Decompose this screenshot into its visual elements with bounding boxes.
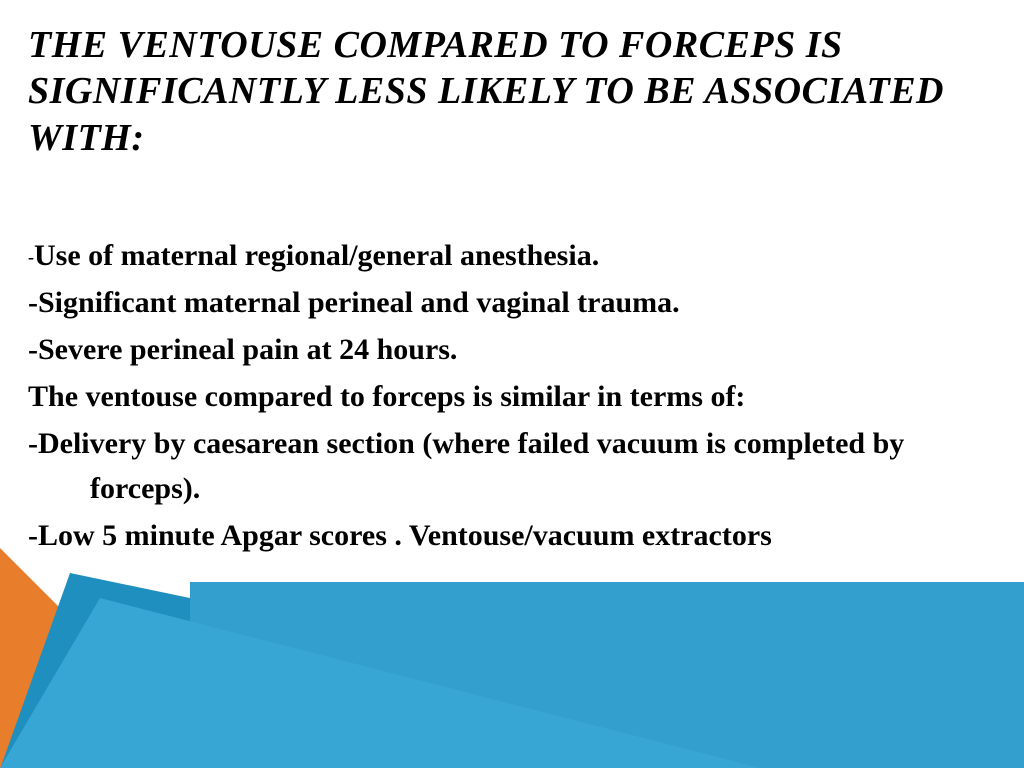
decor-triangle-blue-light (0, 598, 760, 768)
bullet-line: -Use of maternal regional/general anesth… (28, 233, 996, 278)
slide-title: THE VENTOUSE COMPARED TO FORCEPS IS SIGN… (28, 22, 996, 161)
bullet-line: -Low 5 minute Apgar scores . Ventouse/va… (28, 513, 996, 558)
bullet-line: -Severe perineal pain at 24 hours. (28, 327, 996, 372)
bullet-dash: - (28, 247, 34, 267)
bullet-text: Use of maternal regional/general anesthe… (34, 239, 599, 272)
slide: THE VENTOUSE COMPARED TO FORCEPS IS SIGN… (0, 0, 1024, 768)
body-line: The ventouse compared to forceps is simi… (28, 374, 996, 419)
bullet-text: -Low 5 minute Apgar scores . Ventouse/va… (28, 519, 772, 552)
bullet-text: -Delivery by caesarean section (where fa… (28, 427, 904, 505)
content: THE VENTOUSE COMPARED TO FORCEPS IS SIGN… (28, 22, 996, 558)
bullet-line: -Delivery by caesarean section (where fa… (28, 421, 996, 511)
body-text: -Use of maternal regional/general anesth… (28, 233, 996, 558)
bullet-line: -Significant maternal perineal and vagin… (28, 280, 996, 325)
